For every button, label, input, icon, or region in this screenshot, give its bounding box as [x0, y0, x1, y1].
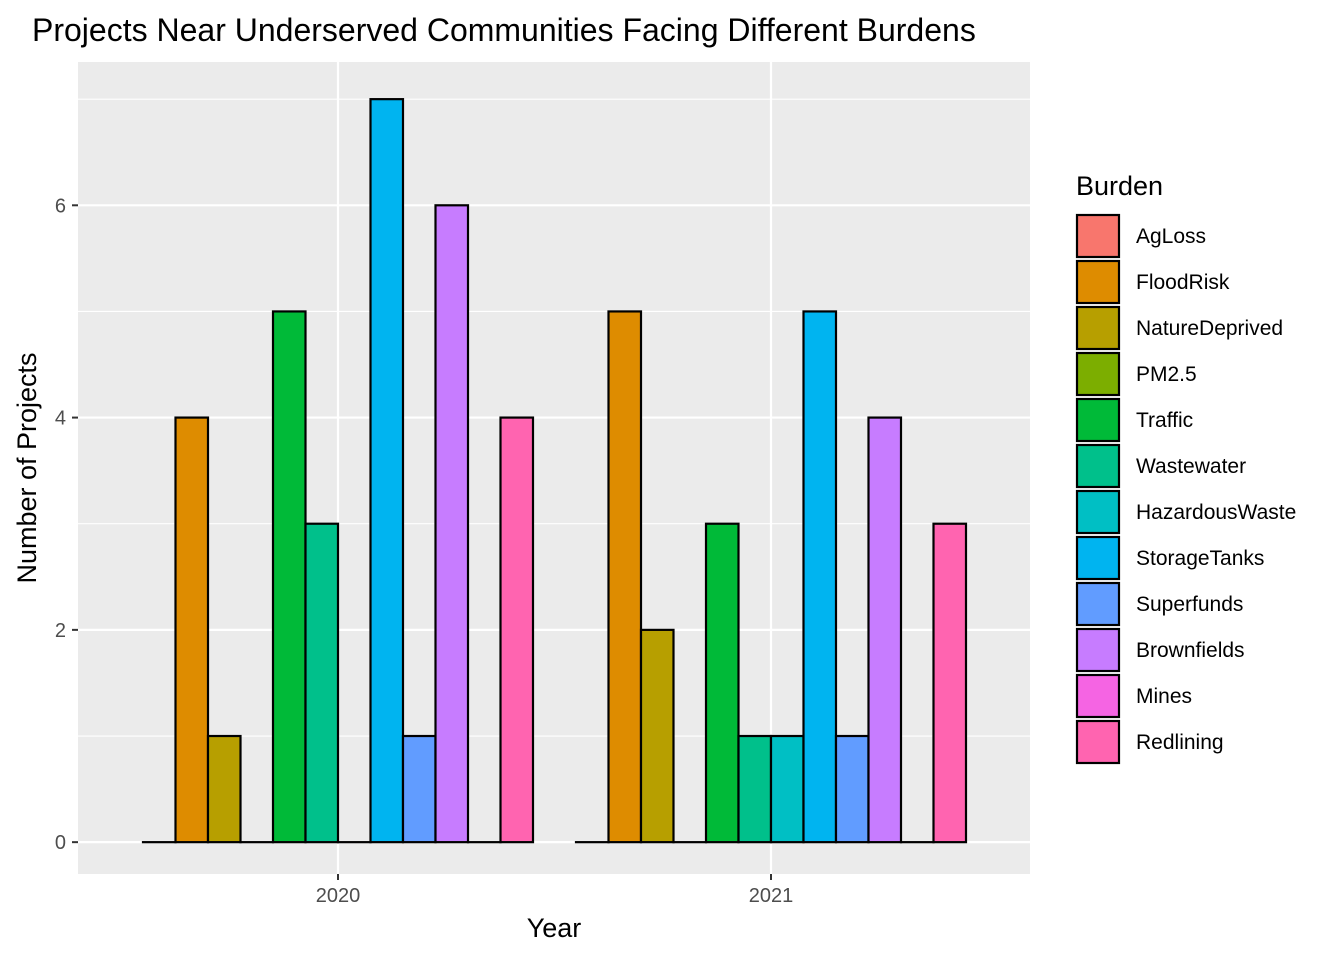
legend: Burden AgLoss FloodRisk NatureDeprived PM2.… — [1075, 171, 1296, 765]
bar-2020-redlining — [499, 416, 535, 844]
x-axis: 2020 2021 — [316, 874, 794, 907]
legend-key-hazardouswaste — [1075, 489, 1121, 535]
bar-2020-storagetanks — [369, 98, 405, 844]
bars — [141, 98, 968, 844]
legend-label: Redlining — [1136, 731, 1224, 754]
legend-label: Wastewater — [1136, 455, 1246, 478]
y-tick-label: 0 — [55, 832, 66, 854]
bar-2021-brownfields — [867, 416, 903, 844]
bar-2020-naturedeprived — [206, 734, 242, 844]
legend-key-wastewater — [1075, 443, 1121, 489]
legend-key-superfunds — [1075, 581, 1121, 627]
legend-label: FloodRisk — [1136, 271, 1230, 294]
y-tick-label: 2 — [55, 620, 66, 642]
legend-key-traffic — [1075, 397, 1121, 443]
bar-2021-traffic — [704, 522, 740, 844]
legend-key-brownfields — [1075, 627, 1121, 673]
bar-2021-superfunds — [834, 734, 870, 844]
bar-2021-floodrisk — [607, 310, 643, 844]
x-tick-label: 2020 — [316, 885, 361, 907]
bar-2020-wastewater — [304, 522, 340, 844]
bar-2020-traffic — [271, 310, 307, 844]
bar-2021-hazardouswaste — [769, 734, 805, 844]
legend-key-agloss — [1075, 213, 1121, 259]
legend-title: Burden — [1076, 171, 1163, 201]
legend-key-naturedeprived — [1075, 305, 1121, 351]
bar-2021-naturedeprived — [639, 628, 675, 844]
y-axis: 0 2 4 6 — [55, 195, 78, 854]
legend-key-redlining — [1075, 719, 1121, 765]
legend-key-storagetanks — [1075, 535, 1121, 581]
legend-label: NatureDeprived — [1136, 317, 1283, 340]
y-tick-label: 4 — [55, 408, 66, 430]
chart-title: Projects Near Underserved Communities Fa… — [32, 12, 976, 48]
bar-2021-storagetanks — [802, 310, 838, 844]
bar-2021-redlining — [932, 522, 968, 844]
legend-key-mines — [1075, 673, 1121, 719]
legend-label: PM2.5 — [1136, 363, 1197, 386]
bar-2020-superfunds — [401, 734, 437, 844]
legend-label: AgLoss — [1136, 225, 1206, 248]
legend-label: HazardousWaste — [1136, 501, 1296, 524]
legend-key-pm25 — [1075, 351, 1121, 397]
legend-label: Superfunds — [1136, 593, 1243, 616]
legend-label: Mines — [1136, 685, 1192, 708]
legend-label: Brownfields — [1136, 639, 1245, 662]
y-tick-label: 6 — [55, 195, 66, 217]
legend-key-floodrisk — [1075, 259, 1121, 305]
bar-2020-brownfields — [434, 204, 470, 844]
y-axis-title: Number of Projects — [12, 352, 42, 583]
legend-label: Traffic — [1136, 409, 1193, 432]
x-axis-title: Year — [527, 913, 582, 943]
bar-2021-wastewater — [737, 734, 773, 844]
bar-2020-floodrisk — [174, 416, 210, 844]
x-tick-label: 2021 — [749, 885, 794, 907]
legend-label: StorageTanks — [1136, 547, 1264, 570]
